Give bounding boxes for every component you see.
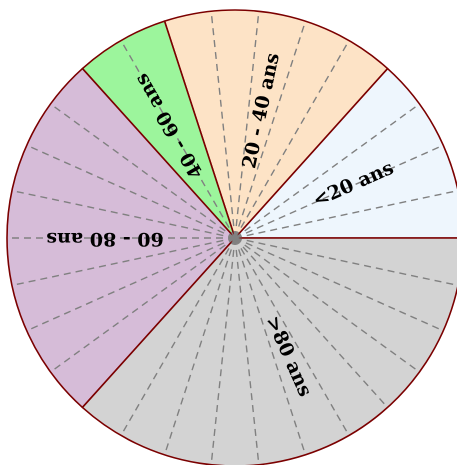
pie-spoke bbox=[11, 189, 236, 239]
pie-spoke bbox=[234, 237, 260, 465]
pie-spoke bbox=[234, 103, 420, 239]
pie-spoke bbox=[210, 11, 236, 239]
pie-slice-20-ans bbox=[234, 67, 457, 239]
pie-spoke bbox=[26, 237, 236, 332]
pie-spoke bbox=[120, 40, 236, 239]
pie-spoke bbox=[11, 237, 236, 287]
pie-spoke bbox=[234, 237, 389, 408]
pie-spoke bbox=[234, 237, 457, 286]
pie-spoke bbox=[210, 237, 236, 465]
pie-spoke bbox=[234, 237, 420, 373]
pie-spoke bbox=[234, 237, 444, 332]
pie-spoke bbox=[120, 237, 236, 436]
pie-spoke bbox=[234, 237, 350, 436]
pie-spoke bbox=[234, 40, 350, 239]
pie-spoke bbox=[234, 20, 307, 239]
pie-slice-20-40-ans bbox=[163, 9, 389, 239]
pie-slice-label: 60 - 80 ans bbox=[46, 228, 163, 250]
pie-spoke bbox=[234, 144, 444, 239]
pie-spoke bbox=[234, 11, 260, 239]
pie-spoke bbox=[163, 237, 236, 456]
pie-spoke bbox=[50, 237, 236, 373]
pie-spoke bbox=[234, 190, 457, 239]
pie-spoke bbox=[26, 144, 236, 239]
pie-spokes bbox=[7, 11, 457, 465]
pie-slice-80-ans bbox=[81, 237, 457, 465]
pie-spoke bbox=[50, 103, 236, 239]
pie-spoke bbox=[234, 237, 307, 456]
